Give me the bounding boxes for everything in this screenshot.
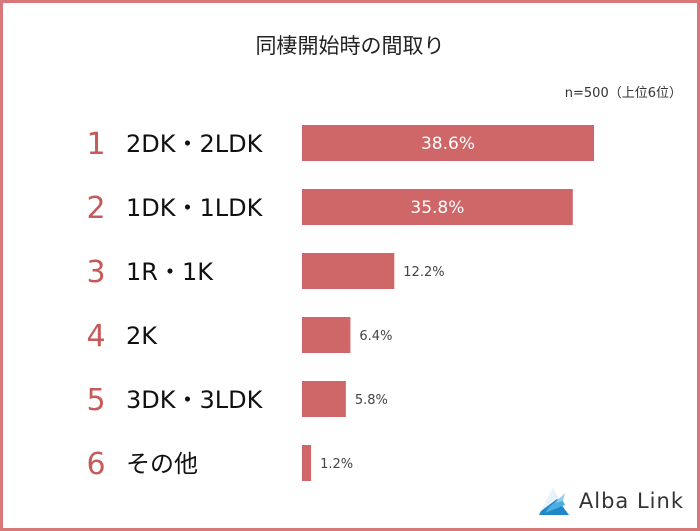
value-label: 1.2%	[320, 457, 353, 472]
rank-label: 2	[86, 191, 105, 226]
brand-logo: Alba Link	[535, 485, 684, 517]
value-label: 38.6%	[421, 134, 475, 154]
value-label: 35.8%	[410, 198, 464, 218]
rank-label: 4	[86, 319, 105, 354]
category-label: 3DK・3LDK	[126, 386, 264, 414]
bar	[302, 381, 346, 417]
rank-label: 1	[86, 127, 105, 162]
chart-title: 同棲開始時の間取り	[255, 34, 445, 58]
category-label: 2K	[126, 322, 158, 350]
bar	[302, 445, 312, 481]
value-label: 12.2%	[403, 265, 444, 280]
category-label: 2DK・2LDK	[126, 130, 264, 158]
bar	[302, 253, 395, 289]
category-label: 1R・1K	[126, 258, 214, 286]
rank-label: 6	[86, 447, 105, 482]
category-label: 1DK・1LDK	[126, 194, 264, 222]
bar	[302, 317, 351, 353]
sample-note: n=500（上位6位）	[564, 86, 682, 101]
bar	[302, 189, 573, 225]
category-label: その他	[126, 450, 198, 478]
alba-link-logo-icon	[538, 487, 569, 515]
brand-name: Alba Link	[578, 489, 684, 513]
value-label: 6.4%	[359, 329, 392, 344]
rank-label: 5	[86, 383, 105, 418]
value-label: 5.8%	[355, 393, 388, 408]
bar	[302, 125, 594, 161]
rank-label: 3	[86, 255, 105, 290]
